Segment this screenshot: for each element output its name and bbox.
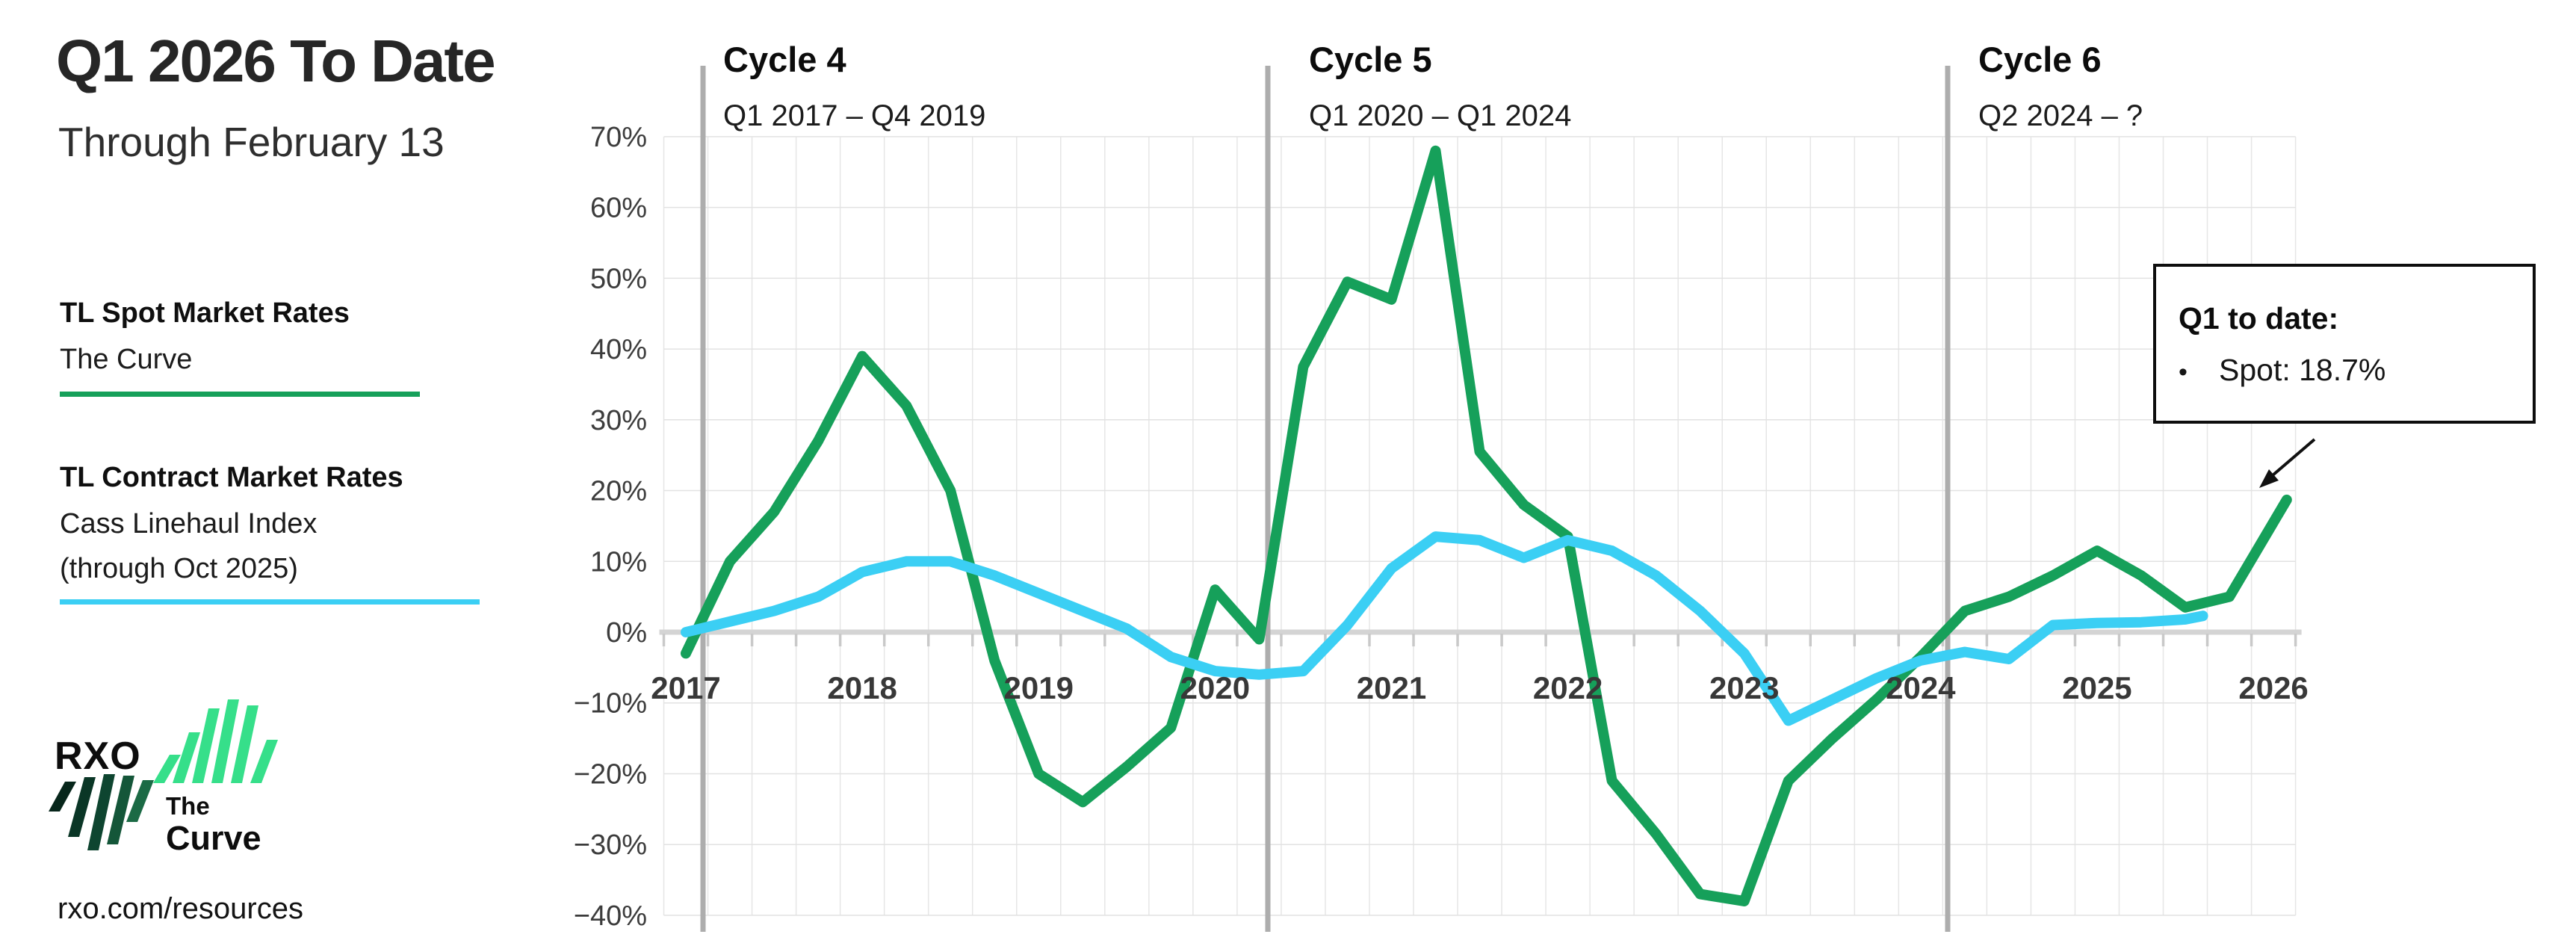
cycle-4-heading: Cycle 4 Q1 2017 – Q4 2019 [723, 39, 985, 133]
chart-gridlines [663, 136, 2297, 916]
rxo-wordmark: RXO [55, 735, 141, 778]
logo-stripe [211, 699, 239, 783]
x-axis-label: 2022 [1533, 670, 1603, 705]
series-line [681, 145, 2292, 906]
cycle-6-title: Cycle 6 [1978, 40, 2102, 79]
arrow-shaft [2271, 438, 2316, 477]
x-axis-label: 2020 [1180, 670, 1250, 705]
x-axis-label: 2025 [2062, 670, 2131, 705]
logo-stripe [192, 708, 220, 783]
x-axis-label: 2021 [1357, 670, 1426, 705]
cycle-6-heading: Cycle 6 Q2 2024 – ? [1978, 39, 2143, 133]
logo-stripe [231, 705, 258, 783]
cycle-5-heading: Cycle 5 Q1 2020 – Q1 2024 [1309, 39, 1571, 133]
chart-axis-labels: 70% 60% 50% 40% 30% 20% 10% 0% −10% −20% −30% −40% 2… [574, 122, 2309, 932]
y-axis-label: −30% [574, 829, 647, 861]
q1-to-date-callout: Q1 to date: • Spot: 18.7% [2153, 264, 2536, 424]
y-axis-label: 0% [606, 617, 647, 649]
legend-contract-color-rule [60, 599, 480, 605]
logo-stripe [87, 774, 115, 850]
cycle-4-range: Q1 2017 – Q4 2019 [723, 99, 986, 132]
y-axis-label: 70% [590, 122, 647, 153]
page-subtitle: Through February 13 [58, 119, 445, 165]
y-axis-label: 30% [590, 405, 647, 436]
logo-stripe [153, 755, 181, 783]
y-axis-label: 10% [590, 546, 647, 578]
callout-spot-value: Spot: 18.7% [2219, 353, 2386, 387]
logo-curve-label: Curve [166, 819, 261, 857]
legend-spot-color-rule [60, 392, 420, 397]
cycle-4-title: Cycle 4 [723, 40, 846, 79]
y-axis-label: −10% [574, 688, 647, 720]
arrow-head [2259, 469, 2279, 488]
x-axis-label: 2017 [651, 670, 720, 705]
x-axis-label: 2023 [1709, 670, 1779, 705]
resources-url: rxo.com/resources [58, 892, 303, 925]
chart-axis [659, 629, 2302, 646]
y-axis-label: 20% [590, 476, 647, 507]
logo-stripe [173, 732, 200, 783]
logo-stripe [68, 777, 96, 837]
legend-contract-source: Cass Linehaul Index [60, 508, 318, 540]
y-axis-label: 40% [590, 334, 647, 365]
y-axis-label: 60% [590, 193, 647, 224]
cycle-6-range: Q2 2024 – ? [1978, 99, 2143, 132]
logo-stripe [126, 780, 154, 822]
logo-stripe [107, 776, 134, 844]
legend-spot-title: TL Spot Market Rates [60, 297, 350, 329]
series-line [681, 531, 2208, 726]
curve-stripes-icon [49, 699, 278, 850]
page-title: Q1 2026 To Date [56, 28, 496, 94]
chart-series [681, 145, 2292, 906]
x-axis-label: 2024 [1886, 670, 1956, 705]
x-axis-label: 2019 [1004, 670, 1074, 705]
callout-arrow-icon [2259, 438, 2316, 488]
logo-the-label: The [166, 792, 210, 820]
x-axis-label: 2026 [2238, 670, 2308, 705]
bullet-icon: • [2179, 358, 2188, 386]
x-axis-label: 2018 [827, 670, 897, 705]
rxo-the-curve-logo: RXO The Curve [41, 693, 310, 865]
logo-stripe [49, 782, 76, 812]
callout-title: Q1 to date: [2179, 301, 2339, 336]
cycle-5-range: Q1 2020 – Q1 2024 [1309, 99, 1572, 132]
logo-stripe [250, 740, 278, 783]
legend-contract-title: TL Contract Market Rates [60, 462, 403, 493]
y-axis-label: 50% [590, 263, 647, 294]
cycle-5-title: Cycle 5 [1309, 40, 1432, 79]
cycle-dividers [700, 66, 1951, 932]
legend-spot-source: The Curve [60, 344, 193, 375]
legend-contract-note: (through Oct 2025) [60, 553, 298, 584]
y-axis-label: −40% [574, 900, 647, 932]
y-axis-label: −20% [574, 758, 647, 790]
